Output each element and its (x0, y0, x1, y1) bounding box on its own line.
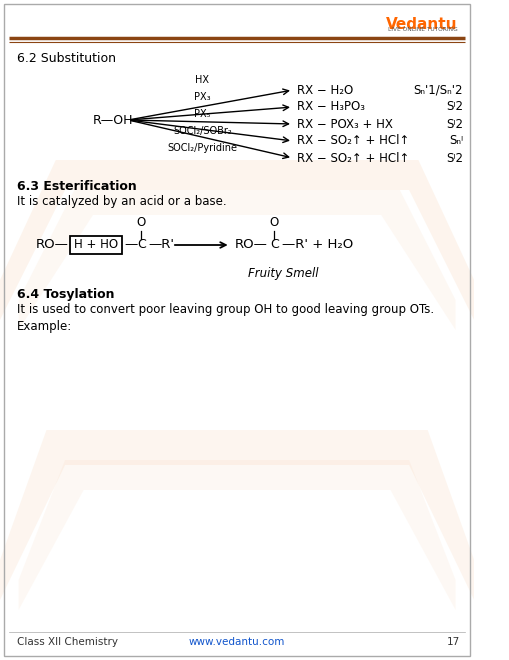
Text: RO—: RO— (234, 238, 267, 251)
Text: 6.3 Esterification: 6.3 Esterification (17, 180, 136, 193)
Text: Sᵎ2: Sᵎ2 (445, 117, 462, 131)
Text: RX − H₃PO₃: RX − H₃PO₃ (296, 100, 364, 114)
Text: O: O (136, 216, 146, 229)
Text: R—OH: R—OH (93, 114, 133, 127)
Text: www.vedantu.com: www.vedantu.com (188, 637, 285, 647)
Text: C: C (137, 238, 146, 251)
Polygon shape (18, 460, 455, 610)
Text: RX − POX₃ + HX: RX − POX₃ + HX (296, 117, 392, 131)
Text: H + HO: H + HO (74, 238, 118, 251)
Polygon shape (0, 160, 473, 320)
Text: —R': —R' (149, 238, 175, 251)
Text: HX: HX (195, 75, 209, 85)
Polygon shape (0, 430, 473, 600)
Text: RX − H₂O: RX − H₂O (296, 84, 352, 96)
Text: RX − SO₂↑ + HCl↑: RX − SO₂↑ + HCl↑ (296, 135, 408, 147)
Text: Sₙᵎ: Sₙᵎ (448, 135, 462, 147)
Text: Fruity Smell: Fruity Smell (248, 267, 318, 280)
Text: 17: 17 (446, 637, 459, 647)
Text: Example:: Example: (17, 320, 72, 333)
Text: LIVE ONLINE TUTORING: LIVE ONLINE TUTORING (387, 27, 457, 32)
Text: Class XII Chemistry: Class XII Chemistry (17, 637, 118, 647)
Text: —: — (124, 238, 137, 251)
Text: 6.4 Tosylation: 6.4 Tosylation (17, 288, 114, 301)
Text: —R' + H₂O: —R' + H₂O (281, 238, 352, 251)
Text: It is catalyzed by an acid or a base.: It is catalyzed by an acid or a base. (17, 195, 226, 208)
Text: PX₃: PX₃ (193, 92, 210, 102)
Text: It is used to convert poor leaving group OH to good leaving group OTs.: It is used to convert poor leaving group… (17, 303, 433, 316)
Text: Sᵎ2: Sᵎ2 (445, 152, 462, 164)
Bar (70, 236, 122, 254)
Text: PX₅: PX₅ (194, 109, 210, 119)
Text: SOCl₂/SOBr₂: SOCl₂/SOBr₂ (173, 126, 231, 136)
Text: Sₙ'1/Sₙ'2: Sₙ'1/Sₙ'2 (413, 84, 462, 96)
Text: Vedantu: Vedantu (385, 17, 457, 32)
Text: RO—: RO— (35, 238, 68, 251)
Text: RX − SO₂↑ + HCl↑: RX − SO₂↑ + HCl↑ (296, 152, 408, 164)
Text: C: C (269, 238, 278, 251)
Text: 6.2 Substitution: 6.2 Substitution (17, 52, 116, 65)
Text: SOCl₂/Pyridine: SOCl₂/Pyridine (167, 143, 237, 153)
Polygon shape (18, 190, 455, 330)
Text: Sᵎ2: Sᵎ2 (445, 100, 462, 114)
Text: O: O (269, 216, 278, 229)
